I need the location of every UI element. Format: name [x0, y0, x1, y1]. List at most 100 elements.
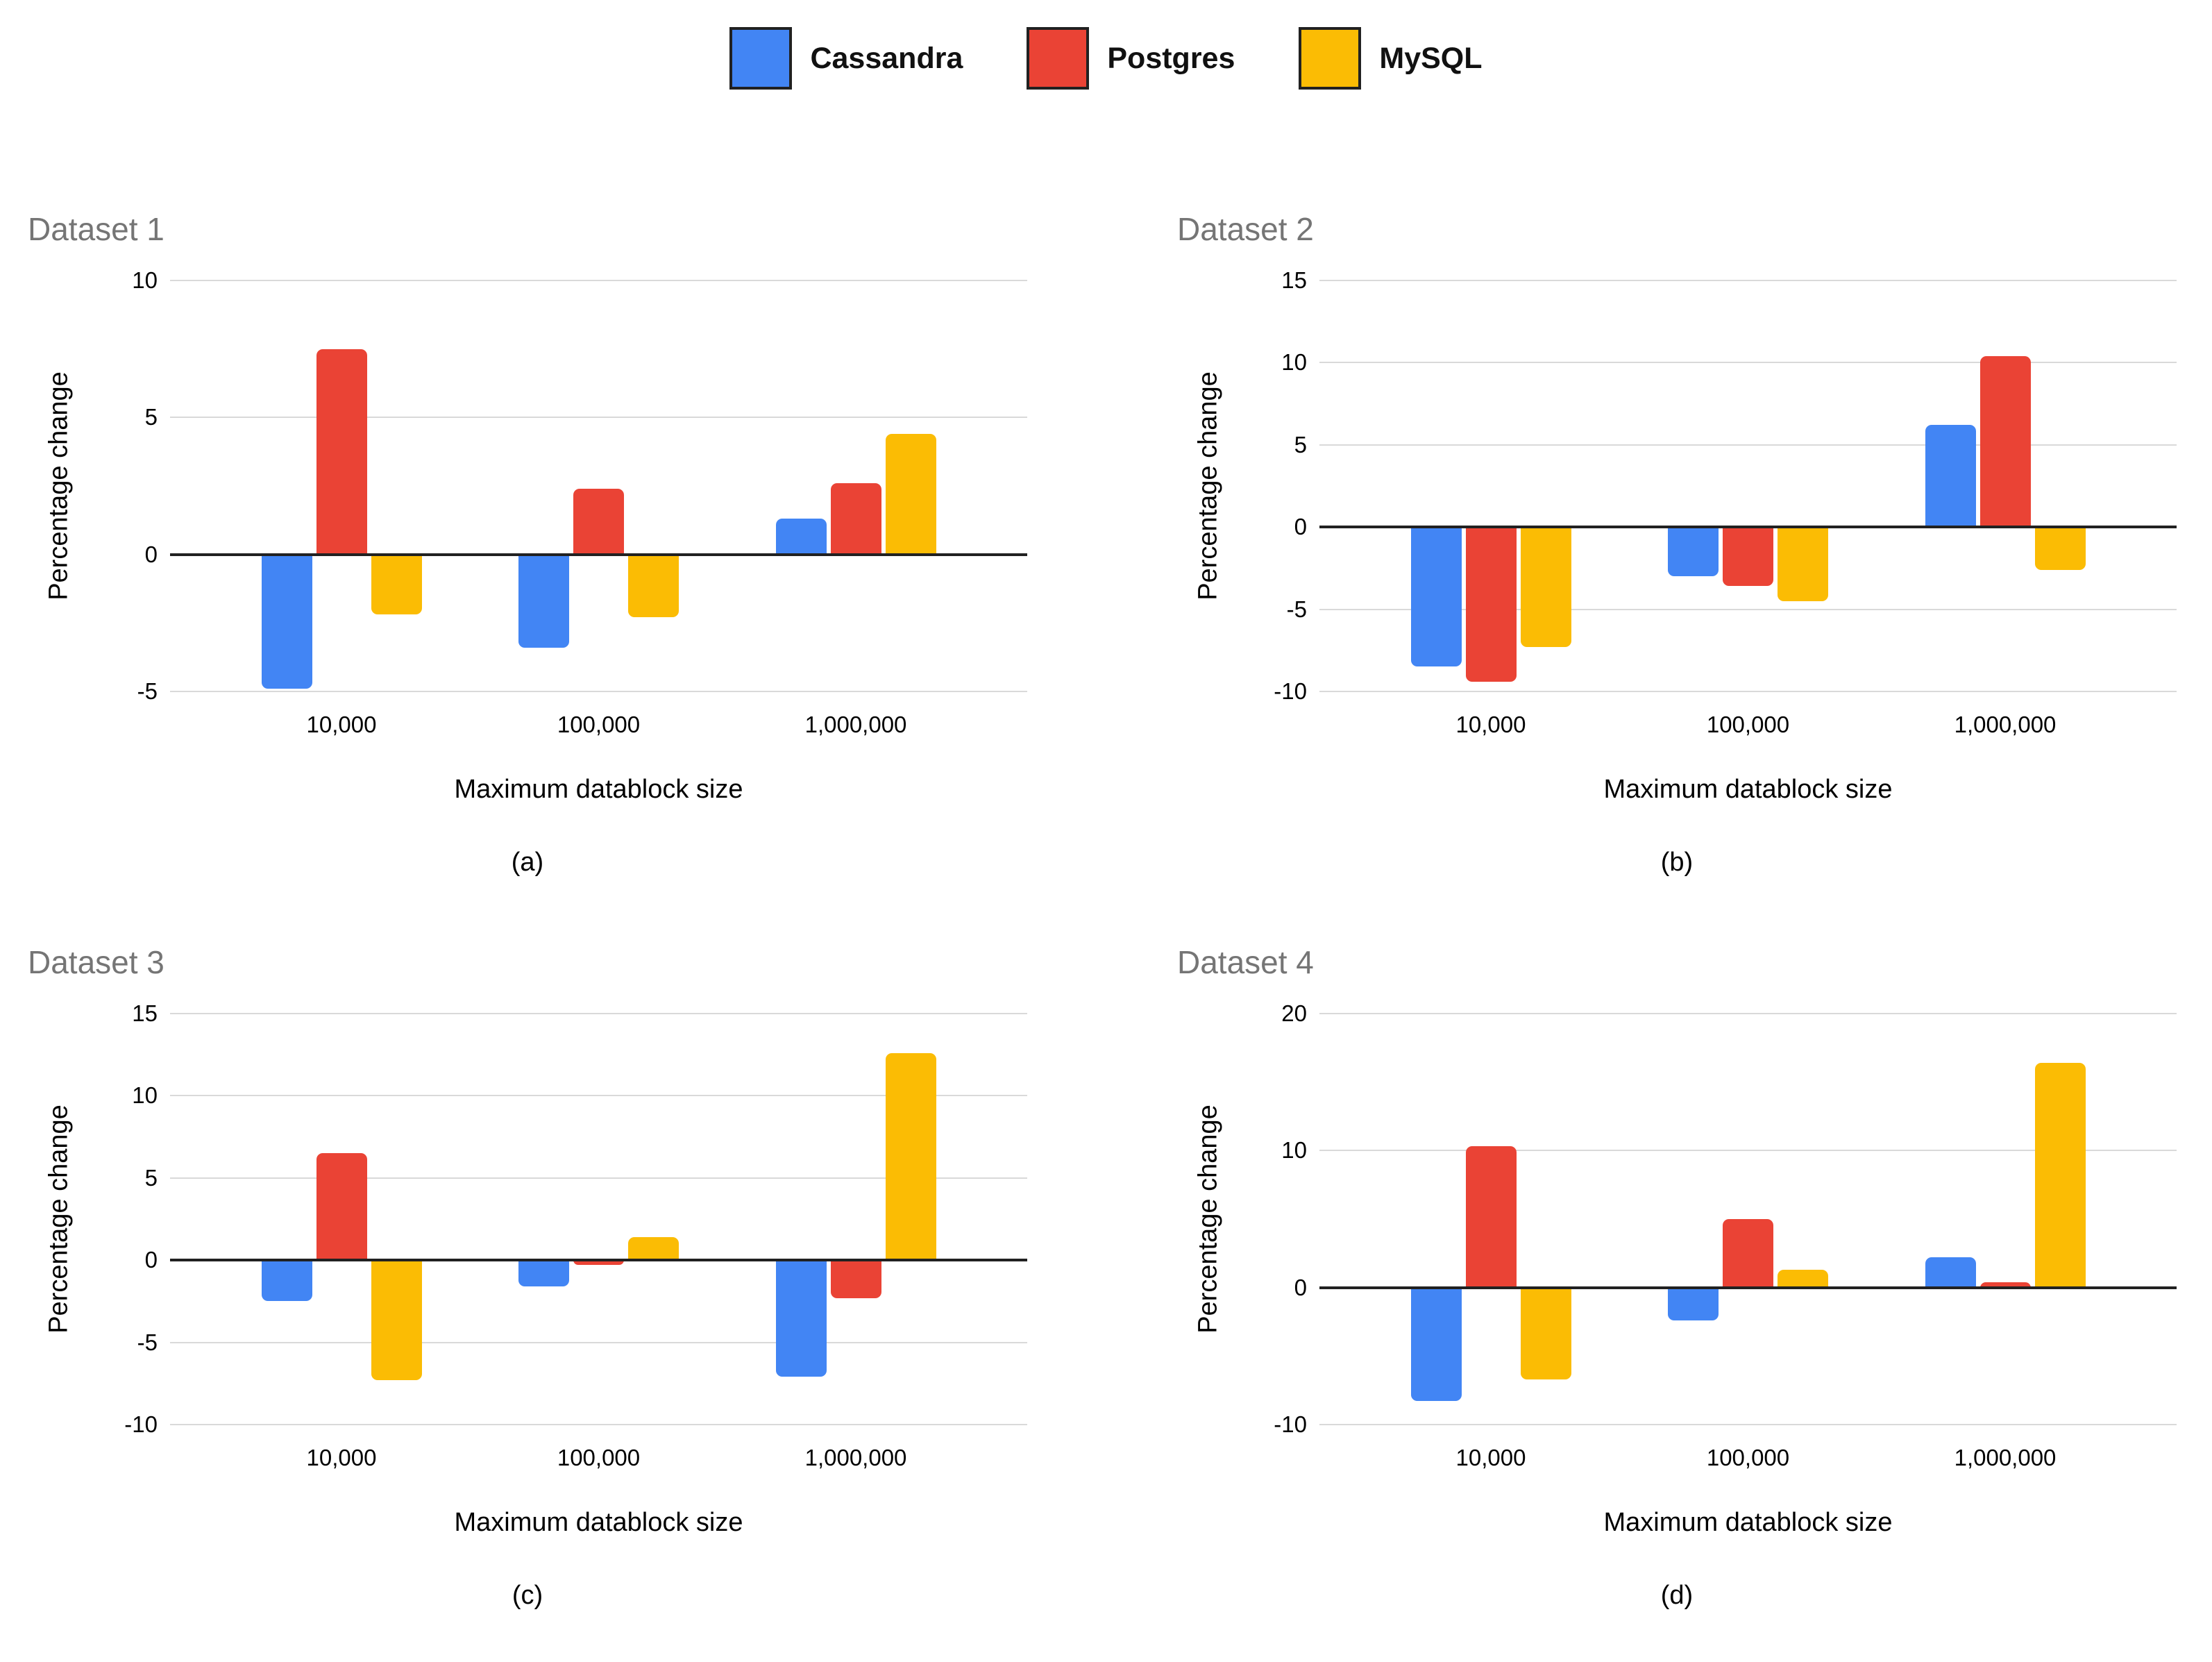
- bar-postgres-10000: [1465, 527, 1517, 682]
- gridline: [170, 280, 1027, 281]
- y-axis-title: Percentage change: [1193, 1105, 1223, 1334]
- x-tick-label: 10,000: [1455, 1445, 1526, 1470]
- bar-postgres-1000000: [830, 1260, 881, 1298]
- y-tick-label: -10: [1274, 1411, 1307, 1437]
- x-tick-label: 1,000,000: [1954, 1445, 2057, 1470]
- y-tick-label: 10: [1281, 1137, 1307, 1164]
- gridline: [1319, 280, 2177, 281]
- chart-title: Dataset 1: [28, 211, 164, 247]
- x-axis-ticks: 10,000 100,000 1,000,000: [170, 711, 1027, 739]
- y-tick-label: 5: [144, 404, 158, 430]
- y-tick-label: 15: [132, 1000, 158, 1026]
- bar-cassandra-100000: [518, 554, 569, 648]
- chart-caption: (b): [1660, 848, 1694, 877]
- bar-cassandra-1000000: [775, 1260, 827, 1377]
- y-tick-label: 0: [144, 541, 158, 567]
- x-axis-title: Maximum datablock size: [1603, 775, 1893, 804]
- bar-mysql-10000: [1520, 527, 1571, 648]
- x-axis-title: Maximum datablock size: [1603, 1508, 1893, 1537]
- x-tick-label: 100,000: [557, 1445, 641, 1470]
- plot-area: [170, 280, 1027, 692]
- chart-dataset-2: Dataset 2 Percentage change 15 10 5 0 -5 -10 10,…: [1177, 210, 2177, 878]
- plot-area: [1319, 1013, 2177, 1425]
- x-axis-title: Maximum datablock size: [454, 1508, 743, 1537]
- bar-mysql-100000: [1778, 527, 1828, 601]
- gridline: [1319, 691, 2177, 692]
- bar-mysql-1000000: [2034, 527, 2086, 570]
- x-tick-label: 10,000: [306, 712, 377, 737]
- y-tick-label: 10: [1281, 349, 1307, 376]
- gridline: [1319, 1150, 2177, 1152]
- y-tick-label: 5: [144, 1164, 158, 1191]
- y-tick-label: 0: [1294, 514, 1307, 540]
- y-axis-title-area: Percentage change: [1177, 280, 1240, 691]
- y-axis-title: Percentage change: [44, 371, 74, 601]
- plot-area: [1319, 280, 2177, 692]
- gridline: [170, 1013, 1027, 1014]
- zero-axis-line: [1319, 1286, 2177, 1289]
- bar-mysql-10000: [371, 554, 422, 615]
- gridline: [170, 1341, 1027, 1343]
- x-tick-label: 1,000,000: [1954, 712, 2057, 737]
- y-tick-label: -5: [137, 1329, 158, 1355]
- legend-swatch-mysql: [1299, 27, 1362, 90]
- gridline: [1319, 1013, 2177, 1014]
- y-tick-label: 10: [132, 267, 158, 293]
- legend-label-mysql: MySQL: [1379, 41, 1483, 75]
- gridline: [1319, 608, 2177, 610]
- x-axis-title: Maximum datablock size: [454, 775, 743, 804]
- legend-label-postgres: Postgres: [1107, 41, 1235, 75]
- y-tick-label: 5: [1294, 431, 1307, 458]
- x-tick-label: 10,000: [306, 1445, 377, 1470]
- gridline: [1319, 1424, 2177, 1425]
- x-tick-label: 1,000,000: [804, 712, 907, 737]
- bar-postgres-1000000: [1979, 355, 2031, 528]
- chart-title: Dataset 4: [1177, 944, 1314, 980]
- bar-postgres-10000: [316, 1153, 367, 1261]
- bar-cassandra-1000000: [1925, 425, 1976, 528]
- gridline: [1319, 444, 2177, 446]
- legend-item-cassandra: Cassandra: [729, 27, 963, 90]
- x-axis-ticks: 10,000 100,000 1,000,000: [1319, 711, 2177, 739]
- bar-postgres-100000: [1723, 1219, 1773, 1288]
- bar-cassandra-10000: [1410, 1287, 1462, 1402]
- bar-mysql-100000: [628, 1237, 679, 1261]
- legend-swatch-postgres: [1027, 27, 1090, 90]
- y-axis-ticks: 15 10 5 0 -5 -10: [1240, 267, 1319, 704]
- x-tick-label: 100,000: [1706, 712, 1790, 737]
- bar-mysql-10000: [371, 1260, 422, 1381]
- y-axis-title-area: Percentage change: [28, 280, 90, 691]
- x-tick-label: 100,000: [1706, 1445, 1790, 1470]
- chart-title: Dataset 3: [28, 944, 164, 980]
- bar-cassandra-10000: [261, 554, 312, 689]
- y-axis-title: Percentage change: [1193, 371, 1223, 601]
- x-tick-label: 100,000: [557, 712, 641, 737]
- y-tick-label: 10: [132, 1082, 158, 1109]
- chart-title: Dataset 2: [1177, 211, 1314, 247]
- y-tick-label: -10: [124, 1411, 158, 1437]
- x-tick-label: 1,000,000: [804, 1445, 907, 1470]
- x-axis-ticks: 10,000 100,000 1,000,000: [170, 1444, 1027, 1472]
- bar-mysql-1000000: [2034, 1063, 2086, 1288]
- y-tick-label: -5: [137, 678, 158, 704]
- bar-mysql-10000: [1520, 1287, 1571, 1379]
- y-axis-title: Percentage change: [44, 1105, 74, 1334]
- bar-cassandra-10000: [1410, 527, 1462, 667]
- y-axis-ticks: 20 10 0 -10: [1240, 1000, 1319, 1437]
- bar-postgres-10000: [316, 349, 367, 555]
- chart-body: Percentage change 20 10 0 -10: [1177, 1000, 2177, 1437]
- bar-postgres-10000: [1465, 1146, 1517, 1288]
- chart-caption: (d): [1660, 1581, 1694, 1610]
- gridline: [1319, 362, 2177, 364]
- gridline: [170, 1095, 1027, 1097]
- bar-postgres-1000000: [1979, 1282, 2031, 1288]
- charts-grid: Dataset 1 Percentage change 10 5 0 -5 10,000 10…: [0, 210, 2212, 1611]
- chart-dataset-1: Dataset 1 Percentage change 10 5 0 -5 10,000 10…: [28, 210, 1027, 878]
- chart-dataset-3: Dataset 3 Percentage change 15 10 5 0 -5 -10 10,…: [28, 943, 1027, 1611]
- bar-mysql-100000: [628, 554, 679, 618]
- bar-mysql-1000000: [885, 434, 936, 555]
- legend-item-postgres: Postgres: [1027, 27, 1235, 90]
- chart-body: Percentage change 15 10 5 0 -5 -10: [28, 1000, 1027, 1437]
- bar-cassandra-100000: [518, 1260, 569, 1287]
- plot-area: [170, 1013, 1027, 1425]
